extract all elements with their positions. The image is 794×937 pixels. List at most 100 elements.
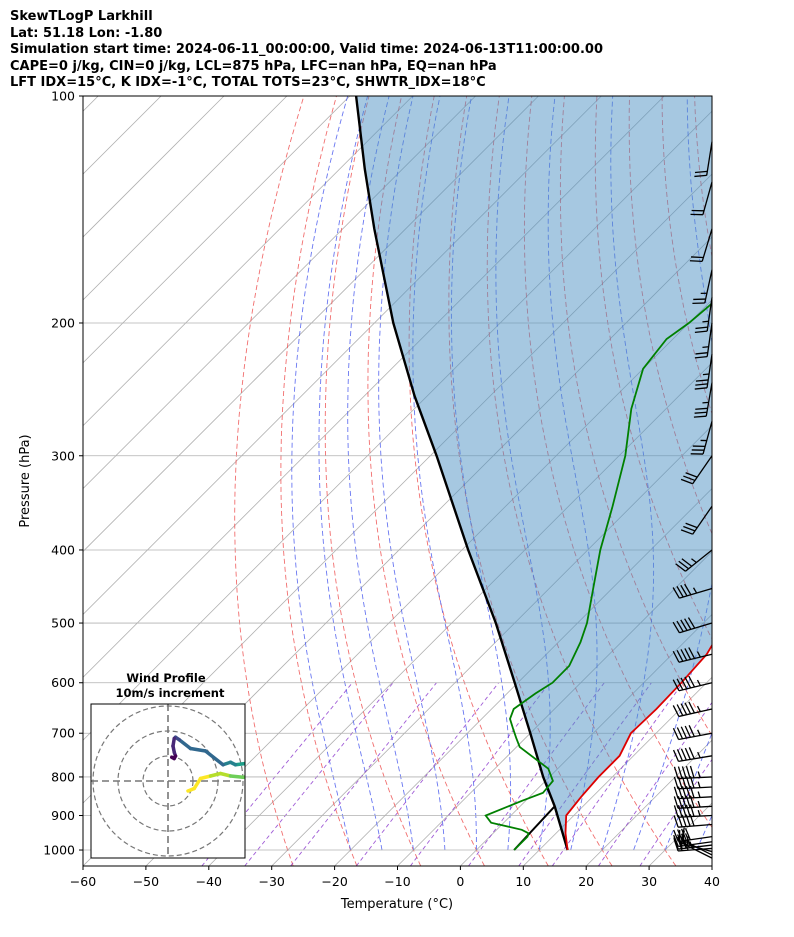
location: Lat: 51.18 Lon: -1.80 [10,25,163,41]
dry-adiabat [760,96,794,866]
barb-staff [678,823,713,828]
barb-flag [680,703,688,715]
wind-barb [675,549,713,572]
wind-barb [690,421,713,455]
barb-half-flag [697,781,701,788]
barb-flag [673,796,679,809]
wind-barb [690,181,713,216]
x-tick-label: −50 [133,874,159,889]
barb-staff [705,382,713,417]
barb-flag [683,525,696,532]
barb-half-flag [696,651,701,658]
simulation-time: Simulation start time: 2024-06-11_00:00:… [10,42,603,57]
x-tick-label: −60 [70,874,96,889]
moist-adiabat [291,96,352,851]
barb-half-flag [702,346,709,349]
barb-half-flag [696,679,701,686]
barb-flag [693,415,707,418]
barb-staff [702,181,713,215]
barb-flag [677,834,683,847]
isotherm [775,96,794,866]
x-tick-label: 0 [456,874,464,889]
barb-flag [683,475,696,482]
x-tick-label: −30 [259,874,285,889]
x-axis: −60 −50 −40 −30 −20 −10 0 10 20 30 40 [70,866,720,889]
barb-flag [676,704,684,716]
hodograph-segment [188,746,208,753]
wind-barb [694,354,713,390]
barb-flag [684,648,692,660]
barb-flag [684,747,691,760]
barb-flag [685,766,691,779]
barb-staff [678,653,713,663]
barb-staff [678,814,713,818]
moist-adiabat [728,96,794,850]
barb-flag [680,726,688,739]
title: SkewTLogP Larkhill [10,9,153,24]
barb-half-flag [691,558,697,563]
wind-barb [673,804,713,818]
barb-staff [692,455,713,485]
barb-staff [706,354,713,388]
barb-staff [704,269,713,304]
barb-half-flag [697,810,701,817]
barb-flag [676,620,684,632]
hodograph-subtitle: 10m/s increment [116,686,225,700]
barb-half-flag [697,800,701,808]
barb-flag [689,804,695,817]
cape-cin-shading [356,96,712,850]
barb-staff [706,297,713,332]
barb-flag [690,256,704,259]
barb-half-flag [697,791,701,798]
barb-flag [672,727,680,740]
barb-staff [678,755,713,763]
barb-flag [680,748,687,761]
hodograph-content [91,704,245,858]
isotherm [83,96,225,238]
figure-header: SkewTLogP Larkhill Lat: 51.18 Lon: -1.80… [10,9,603,92]
barb-flag [694,355,708,359]
barb-flag [680,529,693,535]
barb-flag [680,584,688,597]
barb-flag [684,702,692,715]
x-tick-label: 40 [704,874,720,889]
barb-half-flag [696,705,701,712]
barb-staff [678,776,713,780]
moist-adiabat [633,96,712,851]
dry-adiabat [234,96,305,866]
wind-barb [673,828,713,843]
barb-flag [673,834,679,847]
x-axis-label: Temperature (°C) [340,897,453,912]
barb-flag [672,650,680,663]
barb-flag [681,836,687,849]
mixing-ratio-line [468,682,605,866]
barb-flag [695,407,708,410]
barb-flag [672,587,680,599]
barb-flag [680,478,693,485]
wind-barbs [672,141,713,859]
hodograph-frame [90,703,246,859]
y-axis: 100 200 300 400 500 600 700 800 900 1000 [43,89,83,858]
barb-flag [694,330,708,334]
barb-flag [677,766,683,779]
wind-barb [672,725,713,741]
barb-flag [681,804,687,818]
mixing-ratio-line [551,682,684,866]
stability-params: CAPE=0 j/kg, CIN=0 j/kg, LCL=875 hPa, LF… [10,58,497,74]
barb-flag [694,411,707,414]
y-tick-label: 800 [51,769,75,784]
barb-staff [678,732,713,741]
barb-flag [673,829,679,842]
hodograph-segment [203,749,225,767]
hodograph-inset: Wind Profile 10m/s increment [90,671,246,859]
wind-barb [673,765,713,780]
barb-flag [672,679,680,692]
barb-flag [676,727,684,740]
wind-barb [692,269,713,305]
y-tick-label: 700 [51,726,75,741]
barb-staff [678,682,713,692]
y-tick-label: 100 [51,89,75,104]
barb-flag [680,619,688,631]
barb-flag [681,558,693,567]
